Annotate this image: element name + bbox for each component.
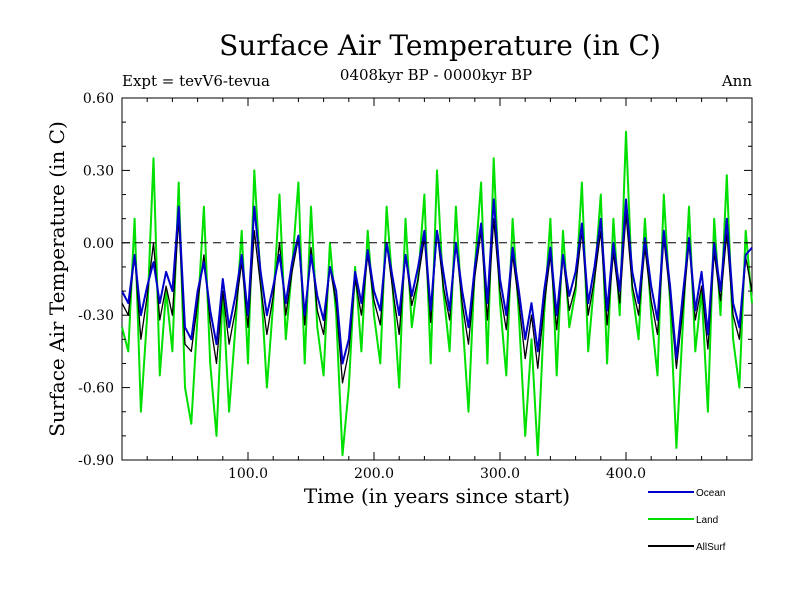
x-tick-label: 100.0 <box>228 466 268 482</box>
series-group <box>121 130 753 457</box>
y-tick-label: -0.90 <box>78 453 114 469</box>
y-axis-label: Surface Air Temperature (in C) <box>45 121 69 437</box>
y-tick-label: -0.30 <box>78 308 114 324</box>
x-tick-label: 200.0 <box>354 466 394 482</box>
legend-label-ocean: Ocean <box>696 488 725 499</box>
y-tick-label: 0.60 <box>83 91 114 107</box>
chart-title: Surface Air Temperature (in C) <box>219 29 661 62</box>
chart-subtitle: 0408kyr BP - 0000kyr BP <box>340 66 532 84</box>
legend-label-allsurf: AllSurf <box>696 542 726 553</box>
axis-ticks: 0.60 0.30 0.00 -0.30 -0.60 -0.90 100.0 200.0 300… <box>78 91 752 482</box>
series-line-land <box>121 130 753 457</box>
experiment-label: Expt = tevV6-tevua <box>122 72 270 90</box>
legend: Ocean Land AllSurf <box>648 488 726 553</box>
legend-label-land: Land <box>696 515 718 526</box>
y-tick-label: 0.30 <box>83 163 114 179</box>
series-line-ocean <box>121 198 753 365</box>
season-label: Ann <box>721 72 752 90</box>
x-axis-label: Time (in years since start) <box>304 484 570 508</box>
plot-area: 0.60 0.30 0.00 -0.30 -0.60 -0.90 100.0 200.0 300… <box>78 91 753 482</box>
x-tick-label: 300.0 <box>480 466 520 482</box>
y-tick-label: 0.00 <box>83 236 114 252</box>
y-tick-label: -0.60 <box>78 381 114 397</box>
plot-frame <box>121 97 753 461</box>
x-tick-label: 400.0 <box>606 466 646 482</box>
